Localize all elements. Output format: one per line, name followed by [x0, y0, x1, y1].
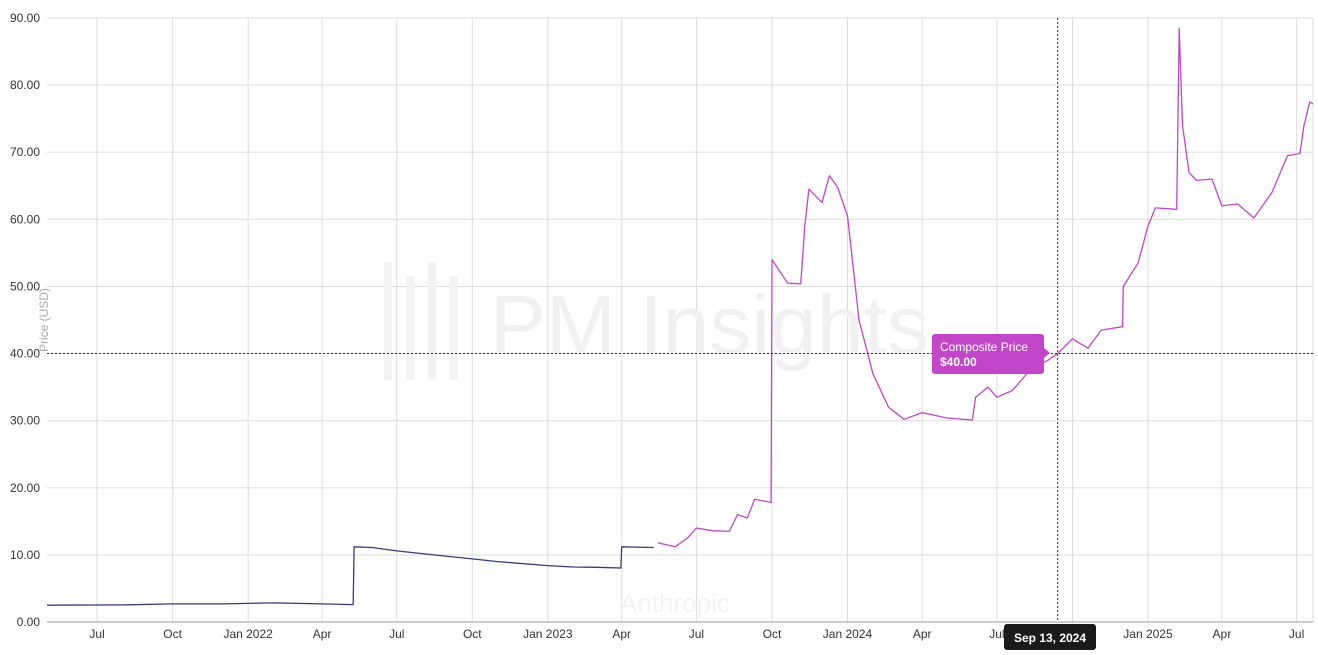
watermark-subtext: Anthropic [620, 588, 730, 618]
x-tick-label: Jan 2025 [1123, 627, 1173, 641]
x-tick-label: Jul [1289, 627, 1304, 641]
y-tick-label: 10.00 [10, 548, 40, 562]
grid-lines [47, 17, 1314, 623]
y-tick-label: 50.00 [10, 279, 40, 293]
watermark-text: PM Insights [490, 278, 929, 372]
y-tick-label: 30.00 [10, 414, 40, 428]
y-tick-label: 20.00 [10, 481, 40, 495]
x-tick-label: Jul [389, 627, 404, 641]
x-tick-label: Oct [163, 627, 182, 641]
series-line-1 [657, 27, 1314, 548]
tooltip-value: $40.00 [940, 355, 977, 369]
y-tick-label: 40.00 [10, 347, 40, 361]
watermark-bar [406, 276, 414, 380]
crosshair [47, 18, 1313, 622]
tooltip-series-name: Composite Price [940, 340, 1028, 354]
x-tick-label: Jul [89, 627, 104, 641]
tooltip-arrow [1044, 348, 1050, 358]
y-axis-title: Price (USD) [37, 288, 51, 352]
tooltip: Composite Price $40.00 [932, 334, 1050, 374]
x-tick-label: Jul [989, 627, 1004, 641]
watermark-bar [384, 262, 392, 380]
y-axis-ticks: 0.00 10.00 20.00 30.00 40.00 50.00 60.00 70.00 8… [10, 11, 40, 629]
crosshair-date-label: Sep 13, 2024 [1004, 624, 1096, 650]
series-lines [46, 27, 1314, 606]
y-tick-label: 90.00 [10, 11, 40, 25]
x-tick-label: Oct [763, 627, 782, 641]
x-tick-label: Apr [913, 627, 932, 641]
watermark-bar [450, 276, 458, 380]
crosshair-date-background [1004, 624, 1096, 650]
y-tick-label: 60.00 [10, 212, 40, 226]
x-tick-label: Jan 2023 [523, 627, 573, 641]
crosshair-date-text: Sep 13, 2024 [1014, 631, 1086, 645]
x-tick-label: Apr [1213, 627, 1232, 641]
x-tick-label: Apr [313, 627, 332, 641]
y-tick-label: 80.00 [10, 78, 40, 92]
x-axis-ticks: Jul Oct Jan 2022 Apr Jul Oct Jan 2023 Apr Jul Oct… [89, 627, 1304, 641]
series-line-0 [46, 546, 654, 606]
x-tick-label: Jul [689, 627, 704, 641]
x-tick-label: Jan 2022 [223, 627, 273, 641]
y-tick-label: 70.00 [10, 145, 40, 159]
x-tick-label: Oct [463, 627, 482, 641]
y-tick-label: 0.00 [17, 615, 41, 629]
watermark-bar [428, 262, 436, 380]
x-tick-label: Apr [612, 627, 631, 641]
tooltip-background [932, 334, 1044, 374]
x-tick-label: Jan 2024 [823, 627, 873, 641]
